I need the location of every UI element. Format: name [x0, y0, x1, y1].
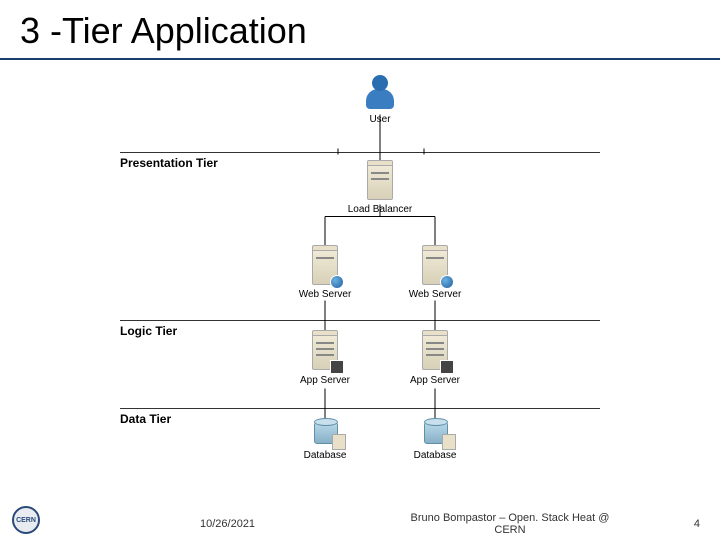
- database-1-icon: [312, 418, 340, 448]
- slide-footer: CERN 10/26/2021 Bruno Bompastor – Open. …: [0, 500, 720, 540]
- node-label-as1: App Server: [285, 375, 365, 386]
- node-label-db2: Database: [395, 450, 475, 461]
- app-server-2-icon: [420, 330, 450, 372]
- database-2-icon: [422, 418, 450, 448]
- tier-label-data: Data Tier: [120, 412, 171, 426]
- node-label-lb: Load Balancer: [340, 204, 420, 215]
- node-label-user: User: [340, 114, 420, 125]
- tier-line-presentation: [120, 152, 600, 153]
- edge-ws2-v: [435, 217, 436, 247]
- globe-icon: [440, 275, 454, 289]
- edge-ws1-down: [325, 301, 326, 321]
- tier-line-logic: [120, 320, 600, 321]
- web-server-2-icon: [420, 245, 450, 287]
- node-label-ws2: Web Server: [395, 289, 475, 300]
- edge-lb-h: [325, 216, 435, 217]
- node-label-as2: App Server: [395, 375, 475, 386]
- title-underline: [0, 58, 720, 60]
- page-title: 3 -Tier Application: [20, 10, 307, 52]
- tier-label-presentation: Presentation Tier: [120, 156, 218, 170]
- node-label-ws1: Web Server: [285, 289, 365, 300]
- edge-ws1-v: [325, 217, 326, 247]
- app-server-1-icon: [310, 330, 340, 372]
- app-badge-icon: [440, 360, 454, 374]
- load-balancer-icon: [365, 160, 395, 202]
- edge-as2-down2: [435, 389, 436, 409]
- edge-as1-down2: [325, 389, 326, 409]
- user-icon: [362, 75, 398, 111]
- tier-line-data: [120, 408, 600, 409]
- edge-lb-tap-r: [424, 149, 425, 155]
- web-server-1-icon: [310, 245, 340, 287]
- tier-label-logic: Logic Tier: [120, 324, 177, 338]
- edge-ws2-down: [435, 301, 436, 321]
- app-badge-icon: [330, 360, 344, 374]
- footer-date: 10/26/2021: [200, 518, 255, 530]
- footer-author: Bruno Bompastor – Open. Stack Heat @ CER…: [400, 512, 620, 536]
- cern-logo-icon: CERN: [12, 506, 40, 534]
- globe-icon: [330, 275, 344, 289]
- edge-lb-tap-l: [338, 149, 339, 155]
- footer-page-number: 4: [694, 518, 700, 530]
- architecture-diagram: Presentation Tier Logic Tier Data Tier U…: [120, 70, 600, 490]
- node-label-db1: Database: [285, 450, 365, 461]
